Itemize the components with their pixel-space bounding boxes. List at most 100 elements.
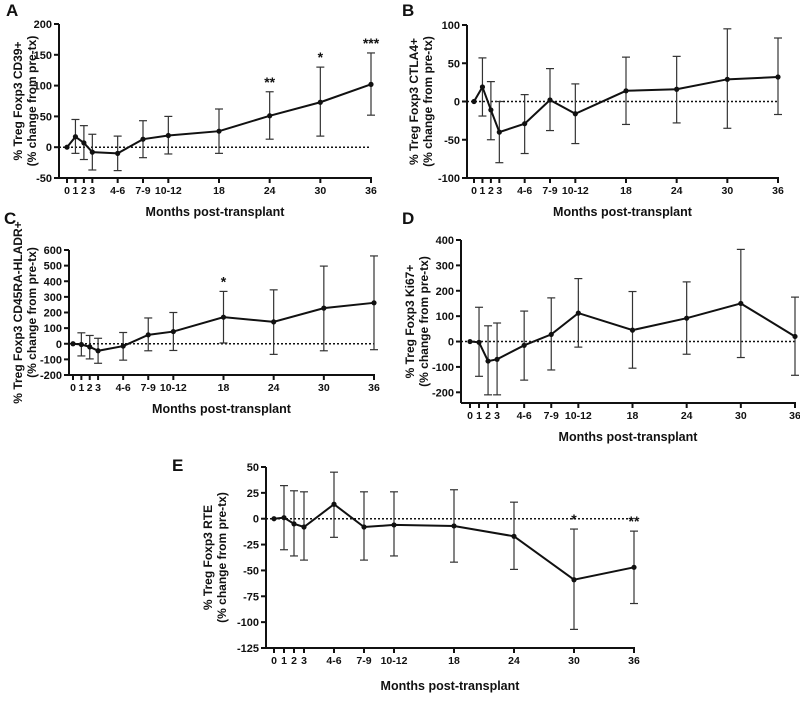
data-point [738, 300, 744, 307]
data-point [485, 358, 491, 364]
y-tick-label: 300 [436, 260, 454, 272]
x-tick-label: 10-12 [381, 655, 408, 667]
x-tick-label: 3 [496, 185, 502, 197]
x-tick-label: 18 [627, 410, 639, 422]
y-axis-title: (% change from pre-tx) [25, 36, 39, 167]
panel-label: D [402, 209, 414, 228]
x-tick-label: 24 [508, 655, 520, 667]
y-tick-label: -75 [243, 591, 259, 603]
data-point [391, 522, 397, 528]
x-tick-label: 36 [789, 410, 800, 422]
data-point [511, 533, 517, 539]
y-tick-label: 600 [44, 245, 62, 257]
x-axis-title: Months post-transplant [553, 205, 693, 219]
x-tick-label: 0 [64, 185, 70, 197]
x-tick-label: 7-9 [356, 655, 371, 667]
x-tick-label: 24 [671, 185, 683, 197]
y-tick-label: -25 [243, 540, 259, 552]
x-tick-label: 3 [494, 410, 500, 422]
x-tick-label: 0 [471, 185, 477, 197]
data-point [571, 577, 577, 583]
x-axis-title: Months post-transplant [146, 205, 286, 219]
data-point [115, 150, 121, 156]
y-tick-label: -200 [40, 370, 62, 382]
x-tick-label: 10-12 [155, 185, 182, 197]
x-tick-label: 1 [78, 382, 84, 394]
x-tick-label: 2 [488, 185, 494, 197]
data-point [331, 501, 337, 507]
data-point [629, 327, 636, 333]
data-point [572, 111, 578, 117]
y-tick-label: -100 [237, 617, 259, 629]
x-tick-label: 18 [620, 185, 632, 197]
data-point [792, 333, 798, 340]
y-tick-label: 50 [40, 111, 52, 123]
data-point [724, 76, 730, 82]
x-tick-label: 3 [89, 185, 95, 197]
x-tick-label: 30 [721, 185, 733, 197]
data-point [301, 524, 307, 530]
data-point [494, 356, 500, 362]
data-point [145, 332, 151, 338]
data-point [165, 132, 171, 139]
data-point [451, 523, 457, 529]
data-point [170, 328, 176, 335]
data-point [271, 516, 277, 522]
data-point [479, 84, 486, 90]
y-tick-label: 100 [442, 20, 460, 32]
x-tick-label: 24 [268, 382, 280, 394]
x-tick-label: 2 [485, 410, 491, 422]
y-axis-title: % Treg Foxp3 CD45RA-HLADR+ [11, 221, 25, 403]
x-tick-label: 10-12 [562, 185, 589, 197]
x-tick-label: 0 [70, 382, 76, 394]
y-tick-label: 25 [247, 488, 259, 500]
data-point [291, 521, 297, 527]
y-tick-label: 100 [436, 311, 454, 323]
y-axis-title: % Treg Foxp3 CD39+ [11, 41, 25, 160]
data-point [521, 342, 527, 348]
data-point [471, 98, 477, 105]
data-point [361, 524, 367, 530]
x-tick-label: 0 [271, 655, 277, 667]
y-axis-title: % Treg Foxp3 CTLA4+ [407, 38, 421, 165]
data-point [89, 149, 95, 155]
data-point [120, 343, 126, 349]
y-tick-label: 100 [44, 323, 62, 335]
y-tick-label: -50 [444, 135, 460, 147]
data-point [684, 315, 690, 321]
x-tick-label: 4-6 [116, 382, 131, 394]
x-tick-label: 10-12 [160, 382, 187, 394]
data-point [317, 99, 323, 105]
significance-marker: ** [629, 513, 640, 529]
data-point [72, 134, 79, 140]
x-tick-label: 18 [448, 655, 460, 667]
x-tick-label: 3 [95, 382, 101, 394]
y-tick-label: 0 [56, 339, 62, 351]
data-point [371, 300, 377, 306]
y-tick-label: 0 [448, 337, 454, 349]
data-point [220, 314, 227, 320]
x-tick-label: 30 [735, 410, 747, 422]
y-tick-label: 100 [34, 81, 52, 93]
significance-marker: *** [363, 35, 380, 51]
x-axis-title: Months post-transplant [381, 679, 521, 693]
panel-label: A [6, 1, 18, 20]
x-tick-label: 7-9 [542, 185, 557, 197]
y-tick-label: 50 [247, 462, 259, 474]
x-tick-label: 10-12 [565, 410, 592, 422]
data-point [271, 319, 277, 325]
x-tick-label: 30 [318, 382, 330, 394]
panel-label: B [402, 1, 414, 20]
data-point [631, 564, 637, 570]
x-tick-label: 2 [87, 382, 93, 394]
y-axis-title: (% change from pre-tx) [417, 256, 431, 387]
significance-marker: ** [264, 74, 275, 90]
y-tick-label: 0 [454, 97, 460, 109]
x-axis-title: Months post-transplant [152, 402, 292, 416]
y-tick-label: 300 [44, 292, 62, 304]
y-tick-label: 150 [34, 50, 52, 62]
y-tick-label: 0 [253, 514, 259, 526]
